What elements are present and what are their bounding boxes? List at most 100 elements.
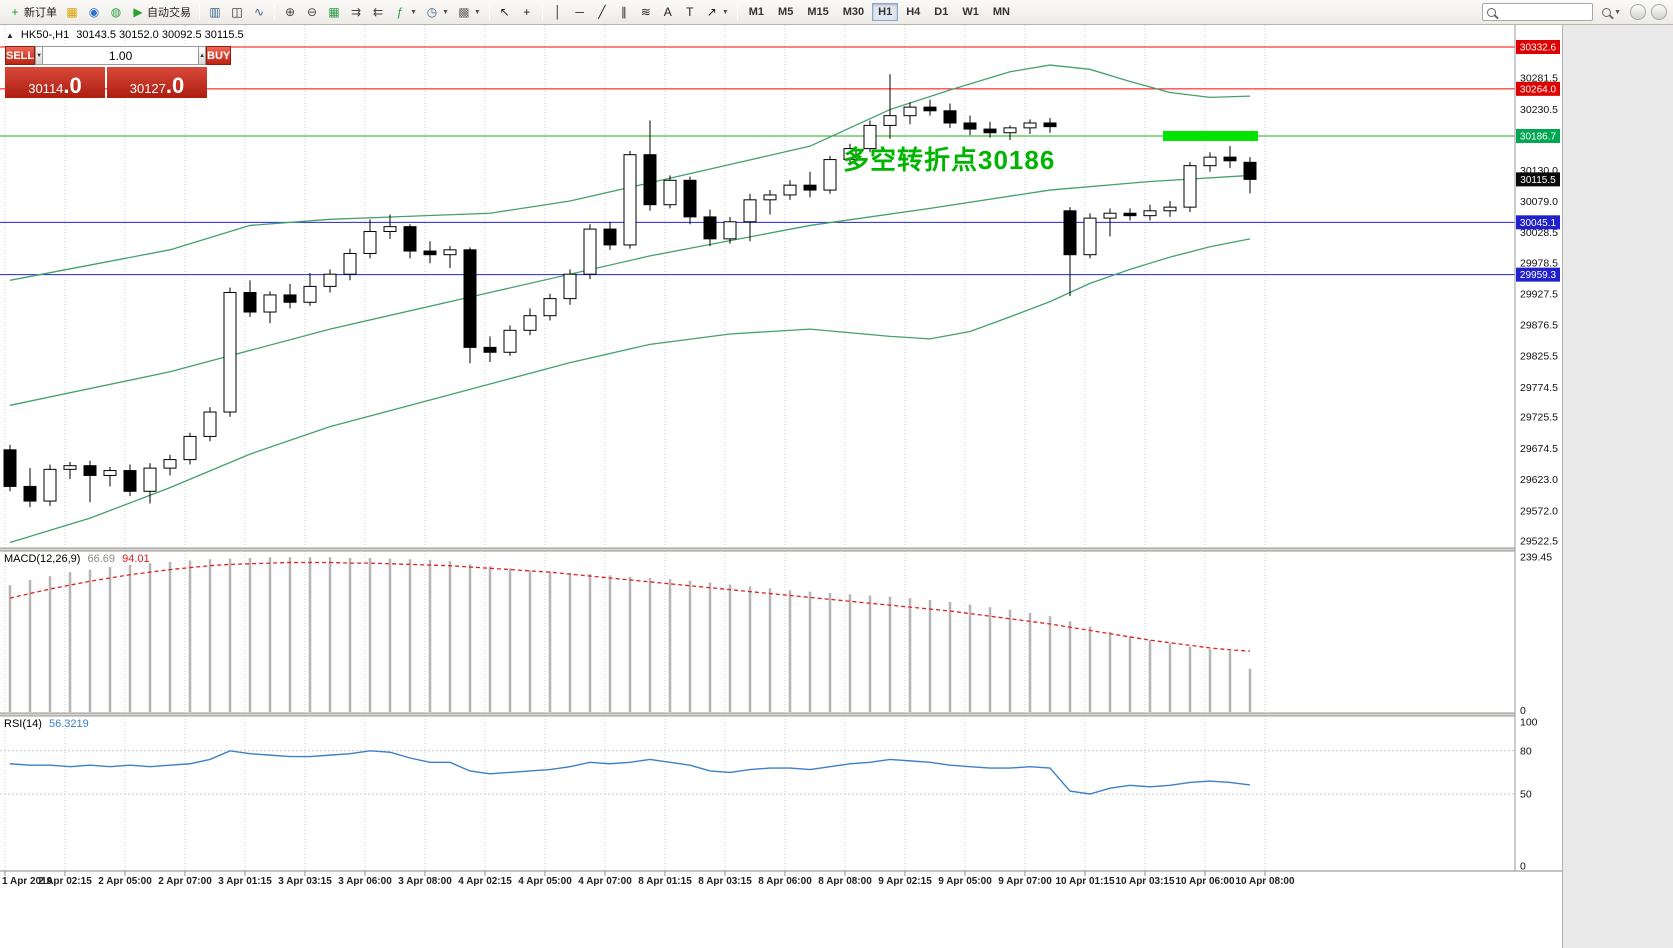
arrows-icon: ↗	[706, 5, 717, 19]
timeframe-button-m1[interactable]: M1	[748, 6, 765, 18]
candle-body	[1183, 165, 1197, 208]
indicators-button[interactable]: ƒ ▼	[389, 2, 421, 22]
templates-button[interactable]: ▩ ▼	[453, 2, 485, 22]
time-axis-label: 8 Apr 06:00	[758, 876, 812, 887]
candle-body	[363, 231, 377, 254]
chart-shift-icon: ⇇	[372, 5, 384, 19]
autotrade-button[interactable]: ▶ 自动交易	[127, 2, 195, 22]
buy-button[interactable]: BUY	[206, 46, 232, 65]
chart-shift-button[interactable]: ⇇	[367, 2, 389, 22]
cursor-button[interactable]: ↖	[494, 2, 516, 22]
price-tick-label: 29572.0	[1520, 505, 1558, 517]
price-tick-label: 30079.0	[1520, 196, 1558, 208]
volume-dropdown-button[interactable]: ▼	[35, 46, 44, 65]
candle-body	[543, 298, 557, 317]
timeframe-button-d1[interactable]: D1	[934, 6, 949, 18]
candle-body	[243, 292, 257, 313]
candle-body	[623, 154, 637, 246]
text-button[interactable]: A	[657, 2, 679, 22]
channel-button[interactable]: ∥	[613, 2, 635, 22]
timeframe-button-m30[interactable]: M30	[842, 6, 865, 18]
time-axis-label: 2 Apr 05:00	[98, 876, 152, 887]
zoom-in-button[interactable]: ⊕	[279, 2, 301, 22]
candle-body	[983, 128, 997, 134]
candle-body	[1023, 122, 1037, 129]
candle-body	[183, 435, 197, 461]
timeframe-button-h4[interactable]: H4	[906, 6, 921, 18]
terminal-button[interactable]: ◍	[105, 2, 127, 22]
templates-icon: ▩	[458, 5, 470, 19]
chevron-down-icon: ▼	[410, 8, 417, 16]
volume-spinner-button[interactable]: ▲	[198, 46, 207, 65]
navigator-button[interactable]: ◉	[83, 2, 105, 22]
new-order-button-label: 新订单	[24, 7, 57, 19]
chevron-down-icon: ▼	[721, 8, 729, 16]
candle-body	[443, 249, 457, 256]
buy-price-big-digit: .0	[165, 73, 185, 99]
time-axis-label: 9 Apr 07:00	[998, 876, 1052, 887]
candle-body	[163, 459, 177, 469]
vertical-line-button[interactable]: │	[547, 2, 569, 22]
sell-price-main: 30114	[28, 80, 64, 96]
rsi-scale-label: 100	[1520, 717, 1538, 729]
horizontal-line-button[interactable]: ─	[569, 2, 591, 22]
timeframe-button-m15[interactable]: M15	[807, 6, 829, 18]
zoom-out-button[interactable]: ⊖	[301, 2, 323, 22]
price-tick-label: 30028.5	[1520, 227, 1558, 239]
timeframe-button-mn[interactable]: MN	[992, 6, 1010, 18]
bar-chart-icon: ▥	[209, 5, 221, 19]
cursor-icon: ↖	[499, 5, 510, 19]
candlestick-chart-button[interactable]: ◫	[226, 2, 248, 22]
price-line-badge	[1516, 267, 1560, 282]
sell-price-big-digit: .0	[63, 73, 82, 99]
sell-button[interactable]: SELL	[5, 46, 36, 65]
timeframe-button-h1[interactable]: H1	[872, 3, 899, 21]
main-toolbar: + 新订单 ▦ ◉ ◍ ▶ 自动交易 ▥ ◫ ∿ ⊕ ⊖ ▦ ⇉ ⇇ ƒ ▼ ◷ ▼ ▩ ▼ ↖ + │ ─ ╱ ∥ ≋ A T ↗ ▼ M1 M…	[0, 0, 1673, 25]
chart-window: 30281.5 30230.5 30130.0 30079.0 30028.5 29978…	[0, 25, 1562, 948]
candlestick-chart-icon: ◫	[231, 5, 243, 19]
candle-body	[783, 184, 797, 196]
volume-input[interactable]	[43, 46, 199, 65]
trendline-button[interactable]: ╱	[591, 2, 613, 22]
trendline-icon: ╱	[598, 5, 606, 19]
new-order-button[interactable]: + 新订单	[4, 2, 61, 22]
label-button[interactable]: T	[679, 2, 701, 22]
sell-price-display[interactable]: 30114 .0	[5, 67, 105, 98]
macd-main-value: 66.69	[87, 553, 116, 565]
candle-body	[643, 154, 657, 206]
time-axis-label: 3 Apr 06:00	[338, 876, 392, 887]
price-tick-label: 29774.5	[1520, 382, 1558, 394]
line-chart-button[interactable]: ∿	[248, 2, 270, 22]
time-axis-label: 10 Apr 08:00	[1235, 876, 1295, 887]
candle-body	[663, 179, 677, 206]
buy-price-display[interactable]: 30127 .0	[107, 67, 207, 98]
timeframe-button-w1[interactable]: W1	[962, 6, 979, 18]
tile-windows-button[interactable]: ▦	[323, 2, 345, 22]
candle-body	[23, 485, 37, 502]
crosshair-icon: +	[523, 5, 531, 19]
community-icon[interactable]	[1630, 4, 1646, 20]
bar-chart-button[interactable]: ▥	[204, 2, 226, 22]
chart-header: ▲ HK50-,H1 30143.5 30152.0 30092.5 30115…	[6, 29, 244, 41]
charts-button[interactable]: ▦	[61, 2, 83, 22]
chart-symbol-timeframe: HK50-,H1	[20, 29, 70, 41]
arrows-button[interactable]: ↗ ▼	[701, 2, 733, 22]
toolbar-separator	[274, 4, 275, 20]
fibonacci-button[interactable]: ≋	[635, 2, 657, 22]
search-options-button[interactable]: ▼	[1598, 2, 1625, 22]
toolbar-button-group: + 新订单 ▦ ◉ ◍ ▶ 自动交易 ▥ ◫ ∿ ⊕ ⊖ ▦ ⇉ ⇇ ƒ ▼ ◷ ▼ ▩ ▼ ↖ + │ ─ ╱ ∥ ≋ A T ↗ ▼ M1 M…	[4, 0, 1017, 24]
candle-body	[583, 228, 597, 275]
periods-button[interactable]: ◷ ▼	[421, 2, 453, 22]
profile-icon[interactable]	[1651, 4, 1667, 20]
search-input[interactable]	[1500, 5, 1589, 19]
crosshair-button[interactable]: +	[516, 2, 538, 22]
timeframe-button-m5[interactable]: M5	[778, 6, 794, 18]
time-axis-label: 10 Apr 01:15	[1055, 876, 1115, 887]
candle-body	[1043, 122, 1057, 128]
time-axis-label: 3 Apr 03:15	[278, 876, 332, 887]
rsi-title: RSI(14)	[4, 718, 42, 730]
chevron-down-icon: ▼	[441, 8, 449, 16]
one-click-collapse-icon[interactable]: ▲	[6, 30, 14, 40]
auto-scroll-button[interactable]: ⇉	[345, 2, 367, 22]
macd-scale-max: 239.45	[1520, 552, 1552, 564]
